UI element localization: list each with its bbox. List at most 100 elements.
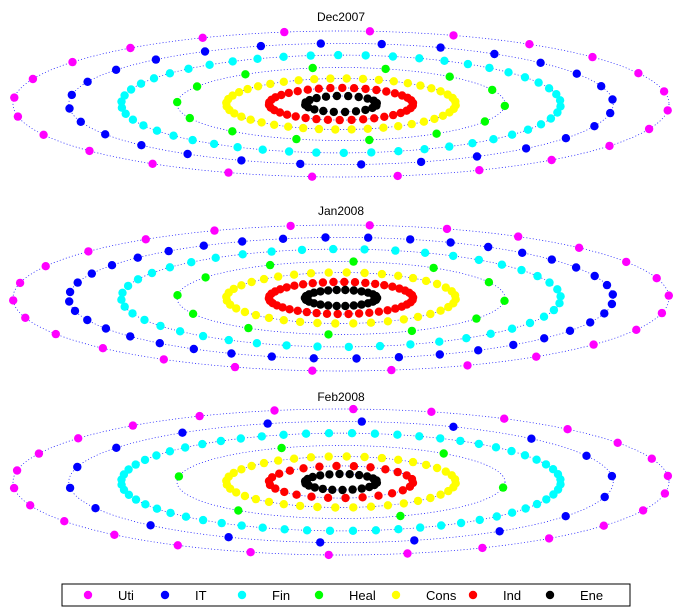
dot-fin bbox=[440, 56, 449, 65]
dot-fin bbox=[339, 148, 348, 158]
dot-fin bbox=[140, 455, 150, 465]
panel-title: Feb2008 bbox=[317, 390, 365, 404]
dot-cons bbox=[413, 312, 423, 322]
dot-it bbox=[101, 324, 111, 333]
dot-it bbox=[91, 504, 100, 513]
dot-fin bbox=[485, 63, 494, 73]
panel-jan2008: Jan2008 bbox=[9, 204, 673, 375]
dot-it bbox=[151, 55, 161, 64]
dot-cons bbox=[279, 77, 288, 87]
legend-label-fin: Fin bbox=[272, 588, 290, 603]
dot-cons bbox=[421, 276, 431, 286]
dot-fin bbox=[420, 145, 429, 154]
dot-it bbox=[316, 39, 325, 48]
dot-ind bbox=[371, 279, 380, 289]
dot-it bbox=[600, 492, 609, 502]
dot-ene bbox=[372, 98, 381, 108]
dot-it bbox=[377, 39, 386, 49]
dot-ind bbox=[275, 469, 284, 478]
dot-uti bbox=[85, 146, 94, 156]
dot-it bbox=[321, 233, 330, 242]
dot-uti bbox=[660, 489, 670, 498]
dot-ene bbox=[355, 470, 364, 480]
dot-fin bbox=[555, 96, 565, 105]
dot-it bbox=[472, 152, 482, 161]
dot-fin bbox=[284, 147, 294, 156]
dot-ind bbox=[344, 309, 353, 319]
dot-fin bbox=[536, 120, 546, 129]
dot-fin bbox=[456, 518, 466, 528]
dot-it bbox=[65, 287, 75, 297]
dot-it bbox=[73, 462, 82, 472]
dot-fin bbox=[437, 521, 446, 530]
dot-ind bbox=[381, 465, 390, 474]
dot-ind bbox=[312, 308, 321, 318]
dot-it bbox=[435, 350, 444, 359]
dot-cons bbox=[360, 268, 369, 278]
dot-uti bbox=[427, 407, 436, 416]
dot-it bbox=[410, 536, 419, 545]
dot-heal bbox=[445, 72, 454, 81]
dot-cons bbox=[450, 475, 460, 484]
dot-cons bbox=[264, 313, 274, 323]
dot-it bbox=[133, 253, 142, 262]
dot-ind bbox=[408, 293, 418, 302]
dot-fin bbox=[147, 268, 157, 278]
legend-marker-fin bbox=[237, 590, 247, 600]
dot-fin bbox=[228, 57, 237, 66]
dot-it bbox=[70, 306, 80, 316]
dot-it bbox=[394, 353, 404, 362]
dot-it bbox=[561, 512, 570, 521]
dot-cons bbox=[436, 490, 445, 499]
dot-ind bbox=[374, 307, 384, 316]
dot-cons bbox=[240, 491, 250, 501]
dot-ene bbox=[332, 301, 341, 311]
dot-it bbox=[267, 352, 276, 361]
dot-cons bbox=[314, 124, 324, 134]
dot-uti bbox=[9, 296, 18, 305]
dot-uti bbox=[663, 106, 672, 115]
dot-it bbox=[164, 246, 173, 256]
dot-ene bbox=[332, 91, 342, 101]
dot-uti bbox=[622, 257, 631, 267]
dot-heal bbox=[484, 278, 494, 287]
dot-fin bbox=[128, 115, 138, 124]
dot-fin bbox=[394, 147, 403, 156]
dot-uti bbox=[51, 329, 60, 339]
dot-fin bbox=[525, 318, 535, 328]
dot-fin bbox=[209, 139, 219, 149]
dot-fin bbox=[371, 526, 381, 535]
dot-uti bbox=[28, 74, 38, 84]
dot-ind bbox=[284, 88, 293, 98]
dot-it bbox=[446, 238, 455, 247]
dot-fin bbox=[517, 265, 526, 275]
dot-fin bbox=[165, 263, 175, 272]
dot-fin bbox=[124, 465, 133, 474]
dot-cons bbox=[306, 453, 316, 462]
dot-uti bbox=[307, 172, 317, 181]
dot-it bbox=[608, 95, 617, 104]
dot-fin bbox=[456, 436, 465, 446]
dot-it bbox=[65, 297, 74, 306]
dot-fin bbox=[415, 54, 424, 63]
dot-fin bbox=[474, 255, 484, 265]
dot-fin bbox=[474, 439, 484, 449]
dot-uti bbox=[544, 534, 554, 543]
dot-fin bbox=[416, 523, 425, 532]
dot-cons bbox=[313, 502, 322, 512]
dot-ene bbox=[308, 472, 317, 482]
dot-cons bbox=[426, 493, 435, 503]
dot-uti bbox=[12, 466, 22, 475]
dot-fin bbox=[187, 258, 196, 267]
dot-cons bbox=[243, 84, 252, 94]
dot-cons bbox=[403, 79, 412, 88]
dot-cons bbox=[342, 74, 351, 83]
dot-uti bbox=[634, 69, 643, 78]
dot-fin bbox=[553, 108, 562, 117]
dot-uti bbox=[141, 235, 150, 244]
dots-group bbox=[10, 27, 672, 181]
dot-fin bbox=[370, 429, 380, 438]
dot-fin bbox=[217, 518, 226, 528]
dot-fin bbox=[415, 432, 424, 441]
dot-fin bbox=[279, 430, 288, 439]
